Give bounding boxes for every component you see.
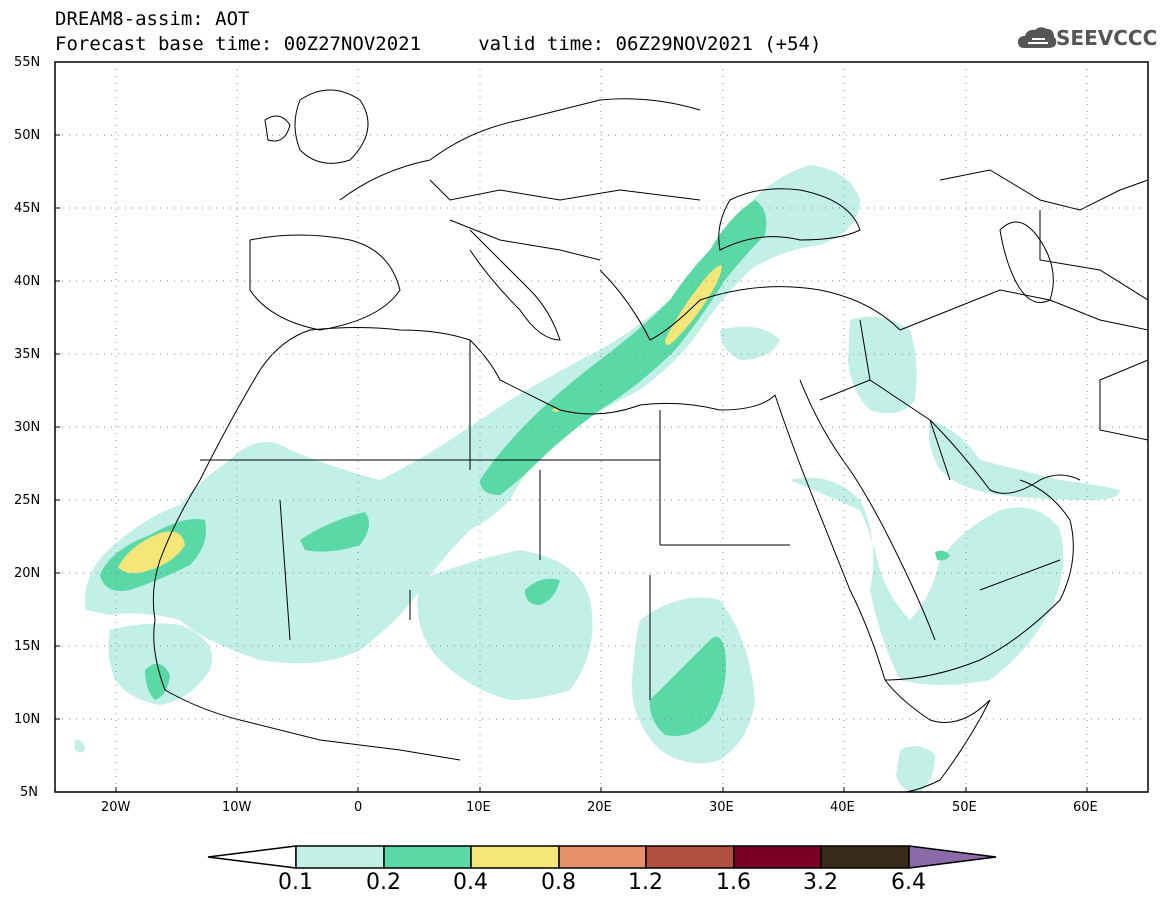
aot-field xyxy=(75,165,1120,792)
lon-label: 0 xyxy=(354,800,363,815)
lon-label: 30E xyxy=(709,800,734,815)
lat-label: 15N xyxy=(14,639,41,654)
lon-label: 50E xyxy=(952,800,977,815)
colorbar-box-6 xyxy=(733,845,822,869)
lon-label: 40E xyxy=(830,800,855,815)
colorbar-box-2 xyxy=(383,845,472,869)
colorbar-upper-arrow xyxy=(908,845,997,869)
lat-label: 40N xyxy=(14,274,41,289)
lat-label: 55N xyxy=(14,55,41,70)
aot-level-0.4 xyxy=(118,265,722,574)
colorbar-box-4 xyxy=(558,845,647,869)
colorbar-label: 1.2 xyxy=(628,870,663,895)
lat-label: 25N xyxy=(14,493,41,508)
lon-label: 60E xyxy=(1073,800,1098,815)
colorbar xyxy=(207,845,997,869)
colorbar-box-7 xyxy=(820,845,910,869)
lon-label: 20W xyxy=(101,800,131,815)
colorbar-lower-arrow xyxy=(207,845,297,869)
lat-label: 30N xyxy=(14,420,41,435)
lon-label: 10E xyxy=(466,800,491,815)
logo-text: SEEVCCC xyxy=(1056,26,1158,50)
lat-label: 5N xyxy=(20,785,38,800)
lat-label: 10N xyxy=(14,712,41,727)
lon-label: 10W xyxy=(222,800,252,815)
lat-label: 45N xyxy=(14,201,41,216)
lat-label: 50N xyxy=(14,128,41,143)
colorbar-label: 0.8 xyxy=(541,870,576,895)
colorbar-box-3 xyxy=(470,845,560,869)
lat-label: 35N xyxy=(14,347,41,362)
cloud-icon xyxy=(1018,27,1057,48)
coastlines xyxy=(152,89,1148,792)
map-title: DREAM8-assim: AOT xyxy=(55,8,250,30)
map-subtitle: Forecast base time: 00Z27NOV2021 valid t… xyxy=(55,33,822,55)
colorbar-label: 0.4 xyxy=(453,870,488,895)
colorbar-label: 3.2 xyxy=(803,870,838,895)
colorbar-box-1 xyxy=(295,845,385,869)
colorbar-label: 0.1 xyxy=(278,870,313,895)
lat-label: 20N xyxy=(14,566,41,581)
lon-label: 20E xyxy=(587,800,612,815)
colorbar-box-5 xyxy=(645,845,735,869)
axis-ticks xyxy=(55,61,1088,792)
colorbar-label: 0.2 xyxy=(366,870,401,895)
colorbar-label: 1.6 xyxy=(716,870,751,895)
colorbar-label: 6.4 xyxy=(891,870,926,895)
grid-lines xyxy=(55,62,1148,792)
